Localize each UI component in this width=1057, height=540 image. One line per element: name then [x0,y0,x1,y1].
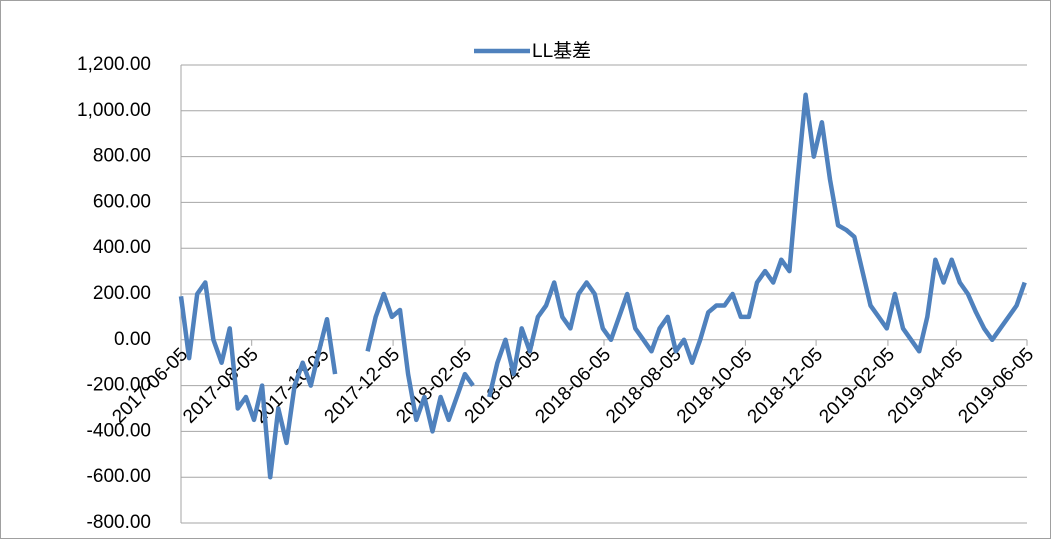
series-line [178,92,1027,480]
y-tick-label: 400.00 [93,237,151,258]
y-tick-label: 1,200.00 [77,54,151,75]
y-tick-label: -600.00 [87,466,151,487]
y-tick-label: -200.00 [87,375,151,396]
y-tick-label: 200.00 [93,283,151,304]
y-tick-label: 1,000.00 [77,100,151,121]
y-tick-label: -800.00 [87,512,151,533]
y-tick-label: 800.00 [93,146,151,167]
y-tick-label: 600.00 [93,191,151,212]
y-tick-label: 0.00 [114,329,151,350]
y-tick-label: -400.00 [87,420,151,441]
legend-label: LL基差 [532,40,591,62]
